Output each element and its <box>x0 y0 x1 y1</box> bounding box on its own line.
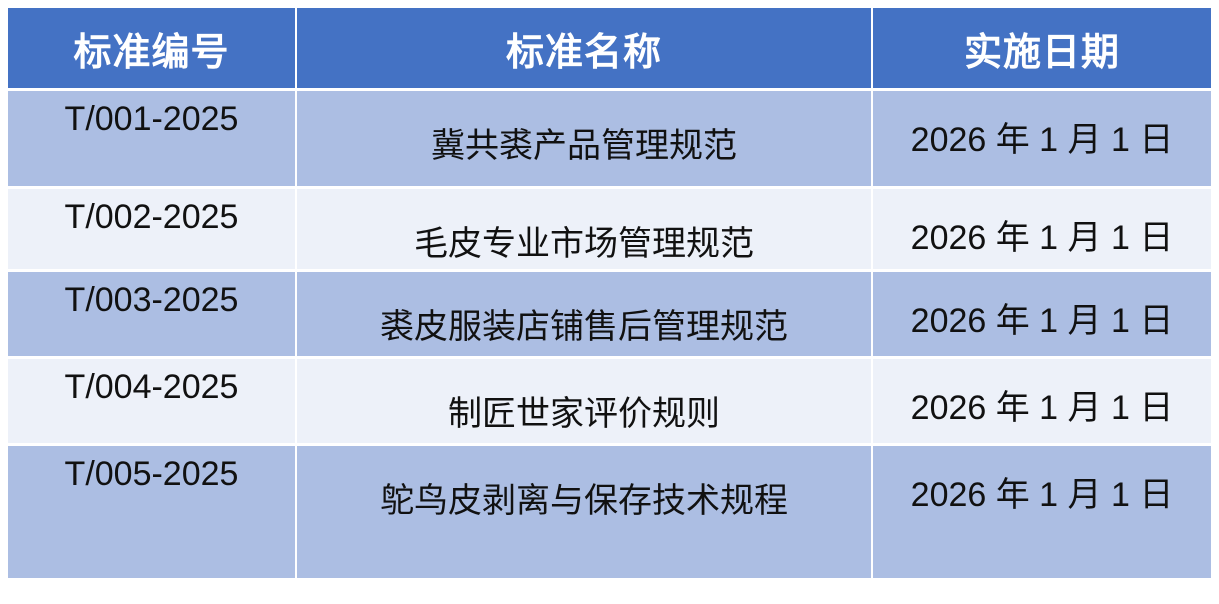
standards-table: 标准编号 标准名称 实施日期 T/001-2025 冀共裘产品管理规范 2026… <box>6 5 1213 581</box>
cell-standard-name: 鸵鸟皮剥离与保存技术规程 <box>297 446 871 578</box>
table-row: T/005-2025 鸵鸟皮剥离与保存技术规程 2026 年 1 月 1 日 <box>8 446 1211 578</box>
cell-standard-code: T/005-2025 <box>8 446 295 578</box>
cell-implementation-date: 2026 年 1 月 1 日 <box>873 446 1211 578</box>
column-header-date: 实施日期 <box>873 8 1211 88</box>
table-row: T/003-2025 裘皮服装店铺售后管理规范 2026 年 1 月 1 日 <box>8 272 1211 356</box>
cell-implementation-date: 2026 年 1 月 1 日 <box>873 91 1211 186</box>
cell-implementation-date: 2026 年 1 月 1 日 <box>873 189 1211 269</box>
cell-standard-code: T/004-2025 <box>8 359 295 443</box>
header-row: 标准编号 标准名称 实施日期 <box>8 8 1211 88</box>
cell-standard-code: T/001-2025 <box>8 91 295 186</box>
column-header-name: 标准名称 <box>297 8 871 88</box>
column-header-code: 标准编号 <box>8 8 295 88</box>
table-header: 标准编号 标准名称 实施日期 <box>8 8 1211 88</box>
cell-standard-name: 冀共裘产品管理规范 <box>297 91 871 186</box>
table-row: T/004-2025 制匠世家评价规则 2026 年 1 月 1 日 <box>8 359 1211 443</box>
cell-standard-name: 裘皮服装店铺售后管理规范 <box>297 272 871 356</box>
table-row: T/001-2025 冀共裘产品管理规范 2026 年 1 月 1 日 <box>8 91 1211 186</box>
cell-standard-name: 制匠世家评价规则 <box>297 359 871 443</box>
cell-implementation-date: 2026 年 1 月 1 日 <box>873 272 1211 356</box>
cell-standard-name: 毛皮专业市场管理规范 <box>297 189 871 269</box>
cell-standard-code: T/002-2025 <box>8 189 295 269</box>
cell-implementation-date: 2026 年 1 月 1 日 <box>873 359 1211 443</box>
table-body: T/001-2025 冀共裘产品管理规范 2026 年 1 月 1 日 T/00… <box>8 91 1211 578</box>
table-row: T/002-2025 毛皮专业市场管理规范 2026 年 1 月 1 日 <box>8 189 1211 269</box>
cell-standard-code: T/003-2025 <box>8 272 295 356</box>
